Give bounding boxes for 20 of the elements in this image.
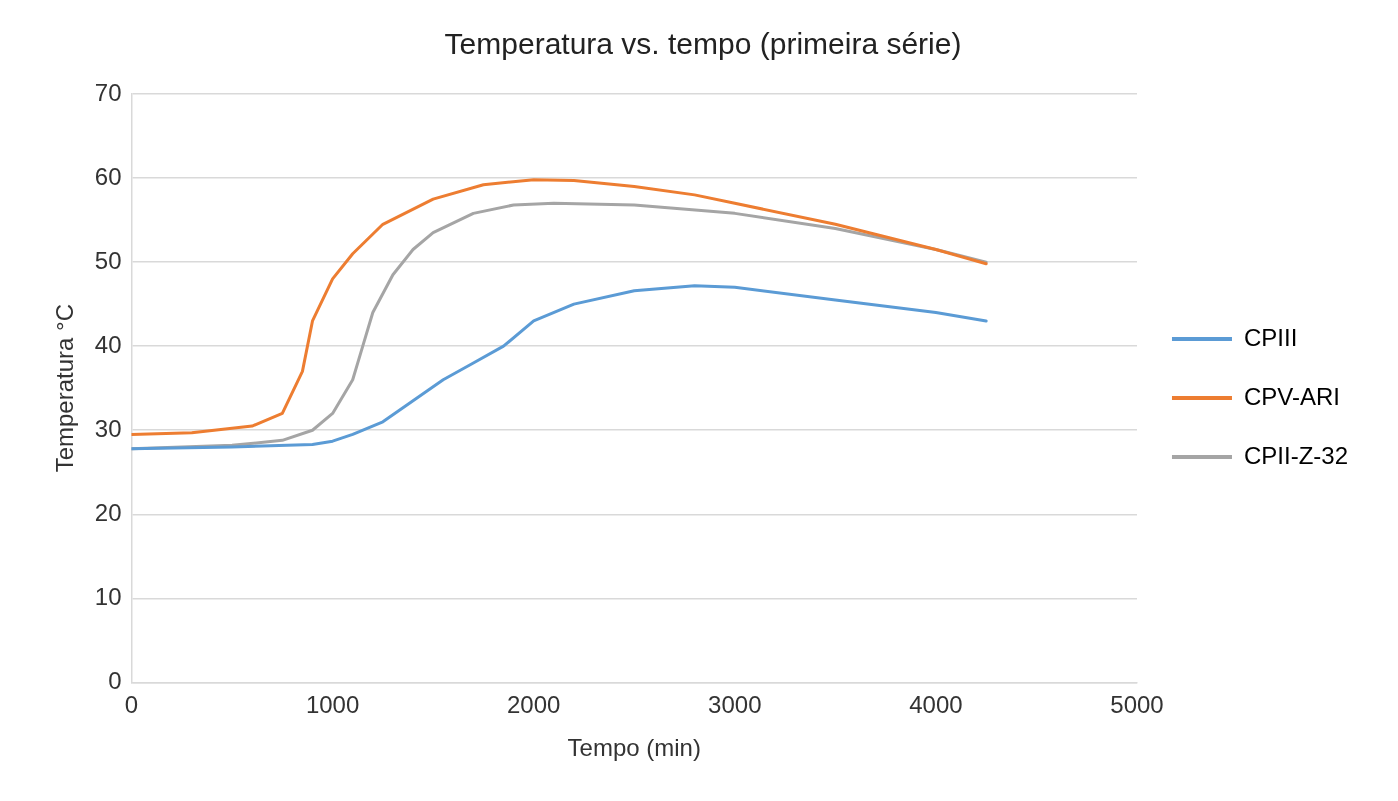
x-tick-label: 4000 xyxy=(909,691,963,719)
y-axis-title: Temperatura °C xyxy=(51,304,79,473)
x-tick-label: 1000 xyxy=(305,691,360,719)
y-tick-label: 40 xyxy=(94,330,122,358)
y-tick-label: 30 xyxy=(94,414,122,442)
chart-title: Temperatura vs. tempo (primeira série) xyxy=(444,27,962,61)
y-tick-label: 0 xyxy=(108,667,122,695)
x-tick-label: 0 xyxy=(124,691,139,719)
x-axis-title: Tempo (min) xyxy=(567,734,701,762)
y-tick-label: 10 xyxy=(94,582,122,610)
x-tick-label: 2000 xyxy=(507,691,561,719)
x-tick-label: 5000 xyxy=(1110,691,1164,719)
y-tick-label: 20 xyxy=(94,498,122,526)
legend-label: CPII-Z-32 xyxy=(1243,441,1348,469)
y-tick-label: 60 xyxy=(94,162,122,190)
y-tick-label: 50 xyxy=(94,246,122,274)
legend-label: CPIII xyxy=(1243,323,1298,351)
x-tick-label: 3000 xyxy=(708,691,762,719)
y-tick-label: 70 xyxy=(94,78,122,106)
legend-label: CPV-ARI xyxy=(1243,382,1341,410)
